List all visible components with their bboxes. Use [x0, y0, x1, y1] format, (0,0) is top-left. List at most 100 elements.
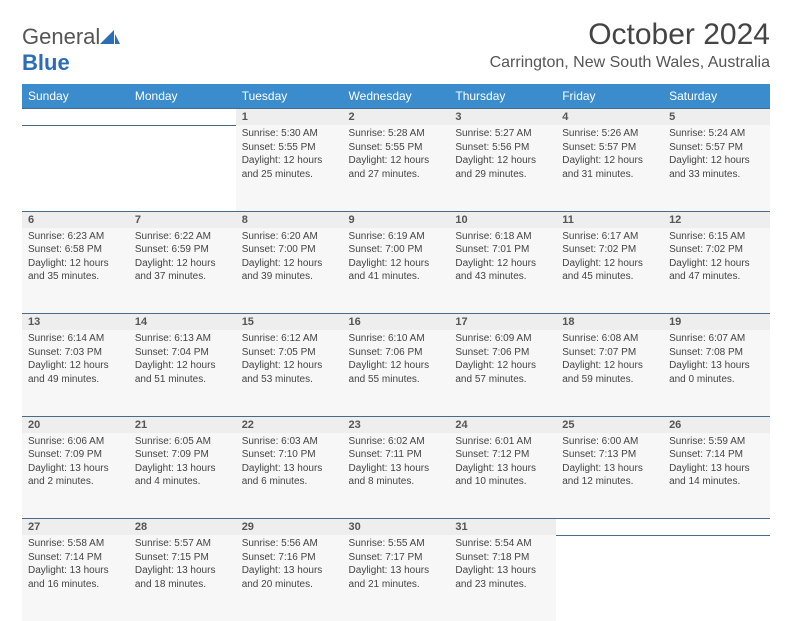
daylight-text: Daylight: 12 hours and 45 minutes.: [562, 257, 657, 284]
day-number-cell: [129, 109, 236, 126]
sunrise-text: Sunrise: 5:55 AM: [349, 537, 444, 551]
sunrise-text: Sunrise: 5:59 AM: [669, 435, 764, 449]
day-content-cell: Sunrise: 6:02 AMSunset: 7:11 PMDaylight:…: [343, 433, 450, 519]
sunrise-text: Sunrise: 6:10 AM: [349, 332, 444, 346]
sunrise-text: Sunrise: 6:07 AM: [669, 332, 764, 346]
day-content-cell: Sunrise: 6:07 AMSunset: 7:08 PMDaylight:…: [663, 330, 770, 416]
day-number-row: 12345: [22, 109, 770, 126]
logo-sail-icon: [100, 24, 120, 50]
logo: General Blue: [22, 18, 120, 76]
day-number-cell: 31: [449, 519, 556, 536]
daylight-text: Daylight: 12 hours and 39 minutes.: [242, 257, 337, 284]
day-number-cell: 18: [556, 314, 663, 331]
day-content-cell: Sunrise: 6:17 AMSunset: 7:02 PMDaylight:…: [556, 228, 663, 314]
day-content-cell: Sunrise: 5:30 AMSunset: 5:55 PMDaylight:…: [236, 125, 343, 211]
sunrise-text: Sunrise: 6:19 AM: [349, 230, 444, 244]
sunset-text: Sunset: 7:00 PM: [242, 243, 337, 257]
sunrise-text: Sunrise: 6:12 AM: [242, 332, 337, 346]
daylight-text: Daylight: 12 hours and 53 minutes.: [242, 359, 337, 386]
location: Carrington, New South Wales, Australia: [490, 54, 770, 72]
daylight-text: Daylight: 13 hours and 2 minutes.: [28, 462, 123, 489]
logo-text-blue: Blue: [22, 50, 70, 75]
day-number-cell: 10: [449, 211, 556, 228]
daylight-text: Daylight: 13 hours and 14 minutes.: [669, 462, 764, 489]
day-content-cell: Sunrise: 5:59 AMSunset: 7:14 PMDaylight:…: [663, 433, 770, 519]
day-number-cell: 2: [343, 109, 450, 126]
daylight-text: Daylight: 12 hours and 35 minutes.: [28, 257, 123, 284]
day-number-cell: 22: [236, 416, 343, 433]
day-content-cell: Sunrise: 5:27 AMSunset: 5:56 PMDaylight:…: [449, 125, 556, 211]
day-content-row: Sunrise: 6:23 AMSunset: 6:58 PMDaylight:…: [22, 228, 770, 314]
sunset-text: Sunset: 7:17 PM: [349, 551, 444, 565]
sunset-text: Sunset: 7:16 PM: [242, 551, 337, 565]
sunset-text: Sunset: 7:10 PM: [242, 448, 337, 462]
day-content-row: Sunrise: 6:14 AMSunset: 7:03 PMDaylight:…: [22, 330, 770, 416]
sunset-text: Sunset: 5:56 PM: [455, 141, 550, 155]
day-content-cell: Sunrise: 6:20 AMSunset: 7:00 PMDaylight:…: [236, 228, 343, 314]
day-content-cell: Sunrise: 5:58 AMSunset: 7:14 PMDaylight:…: [22, 535, 129, 621]
day-number-row: 13141516171819: [22, 314, 770, 331]
daylight-text: Daylight: 12 hours and 49 minutes.: [28, 359, 123, 386]
day-number-cell: 20: [22, 416, 129, 433]
sunset-text: Sunset: 5:55 PM: [349, 141, 444, 155]
day-content-cell: Sunrise: 6:14 AMSunset: 7:03 PMDaylight:…: [22, 330, 129, 416]
daylight-text: Daylight: 13 hours and 21 minutes.: [349, 564, 444, 591]
logo-text-general: General: [22, 24, 100, 49]
day-number-cell: 24: [449, 416, 556, 433]
day-content-cell: Sunrise: 5:26 AMSunset: 5:57 PMDaylight:…: [556, 125, 663, 211]
day-number-row: 20212223242526: [22, 416, 770, 433]
sunset-text: Sunset: 5:55 PM: [242, 141, 337, 155]
sunrise-text: Sunrise: 6:09 AM: [455, 332, 550, 346]
day-content-cell: Sunrise: 6:22 AMSunset: 6:59 PMDaylight:…: [129, 228, 236, 314]
sunset-text: Sunset: 7:02 PM: [562, 243, 657, 257]
day-number-cell: 12: [663, 211, 770, 228]
title-block: October 2024 Carrington, New South Wales…: [490, 18, 770, 78]
daylight-text: Daylight: 12 hours and 43 minutes.: [455, 257, 550, 284]
daylight-text: Daylight: 13 hours and 12 minutes.: [562, 462, 657, 489]
day-content-cell: Sunrise: 5:54 AMSunset: 7:18 PMDaylight:…: [449, 535, 556, 621]
sunset-text: Sunset: 7:06 PM: [349, 346, 444, 360]
day-number-cell: 15: [236, 314, 343, 331]
day-content-cell: Sunrise: 6:18 AMSunset: 7:01 PMDaylight:…: [449, 228, 556, 314]
day-content-row: Sunrise: 5:58 AMSunset: 7:14 PMDaylight:…: [22, 535, 770, 621]
daylight-text: Daylight: 13 hours and 23 minutes.: [455, 564, 550, 591]
sunset-text: Sunset: 7:11 PM: [349, 448, 444, 462]
sunrise-text: Sunrise: 5:28 AM: [349, 127, 444, 141]
day-number-cell: 19: [663, 314, 770, 331]
daylight-text: Daylight: 12 hours and 51 minutes.: [135, 359, 230, 386]
day-content-cell: Sunrise: 6:05 AMSunset: 7:09 PMDaylight:…: [129, 433, 236, 519]
sunset-text: Sunset: 7:13 PM: [562, 448, 657, 462]
daylight-text: Daylight: 12 hours and 33 minutes.: [669, 154, 764, 181]
day-content-cell: Sunrise: 5:57 AMSunset: 7:15 PMDaylight:…: [129, 535, 236, 621]
sunrise-text: Sunrise: 6:23 AM: [28, 230, 123, 244]
day-content-cell: Sunrise: 6:01 AMSunset: 7:12 PMDaylight:…: [449, 433, 556, 519]
weekday-header: Tuesday: [236, 84, 343, 109]
daylight-text: Daylight: 12 hours and 59 minutes.: [562, 359, 657, 386]
day-number-cell: 8: [236, 211, 343, 228]
sunrise-text: Sunrise: 5:54 AM: [455, 537, 550, 551]
day-number-cell: 16: [343, 314, 450, 331]
day-number-row: 6789101112: [22, 211, 770, 228]
sunset-text: Sunset: 7:09 PM: [135, 448, 230, 462]
sunset-text: Sunset: 7:15 PM: [135, 551, 230, 565]
sunset-text: Sunset: 7:05 PM: [242, 346, 337, 360]
sunset-text: Sunset: 7:04 PM: [135, 346, 230, 360]
sunset-text: Sunset: 7:00 PM: [349, 243, 444, 257]
sunset-text: Sunset: 7:12 PM: [455, 448, 550, 462]
sunrise-text: Sunrise: 6:20 AM: [242, 230, 337, 244]
sunrise-text: Sunrise: 6:03 AM: [242, 435, 337, 449]
daylight-text: Daylight: 12 hours and 27 minutes.: [349, 154, 444, 181]
day-content-cell: Sunrise: 6:19 AMSunset: 7:00 PMDaylight:…: [343, 228, 450, 314]
day-number-cell: [556, 519, 663, 536]
sunset-text: Sunset: 6:58 PM: [28, 243, 123, 257]
day-number-cell: 5: [663, 109, 770, 126]
day-number-cell: 7: [129, 211, 236, 228]
day-number-cell: 4: [556, 109, 663, 126]
sunrise-text: Sunrise: 5:56 AM: [242, 537, 337, 551]
day-number-cell: [663, 519, 770, 536]
day-content-cell: [129, 125, 236, 211]
day-number-cell: 6: [22, 211, 129, 228]
sunrise-text: Sunrise: 6:00 AM: [562, 435, 657, 449]
sunrise-text: Sunrise: 6:14 AM: [28, 332, 123, 346]
day-content-cell: Sunrise: 5:24 AMSunset: 5:57 PMDaylight:…: [663, 125, 770, 211]
